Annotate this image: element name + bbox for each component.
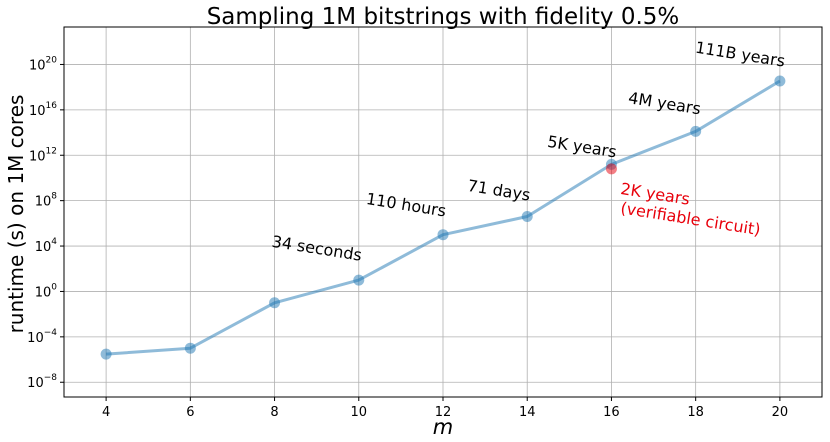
plot-area [100,75,786,360]
data-point [269,297,281,309]
x-tick-label: 18 [687,405,704,420]
annotation-label: (verifiable circuit) [619,198,762,239]
x-tick-label: 12 [435,405,452,420]
data-point [353,274,365,286]
annotation-label: 111B years [694,38,786,71]
x-tick-label: 10 [351,405,368,420]
x-tick-label: 14 [519,405,536,420]
data-point [521,211,533,223]
axes-frame [63,26,823,398]
annotation-label: 34 seconds [271,232,364,265]
y-tick-label: 104 [35,237,58,255]
data-point [774,75,786,87]
y-tick-label: 100 [35,282,58,300]
y-tick-label: 1020 [29,55,57,73]
x-tick-label: 4 [102,405,110,420]
y-axis-label: runtime (s) on 1M cores [4,95,28,334]
y-tick-label: 10−4 [27,328,57,346]
y-tick-label: 1012 [29,146,57,164]
data-point [184,342,196,354]
highlight-point [605,163,617,175]
annotation-label: 4M years [627,88,702,118]
axis-ticks: 4 6 8 10 12 14 16 18 2010−810−410010410810121016… [27,55,788,420]
grid [64,27,822,397]
x-tick-label: 20 [772,405,789,420]
chart-title: Sampling 1M bitstrings with fidelity 0.5… [207,4,680,30]
annotation-label: 110 hours [365,189,448,220]
x-tick-label: 8 [270,405,278,420]
y-tick-label: 10−8 [27,373,57,391]
data-point [437,229,449,241]
x-axis-label: m [433,415,453,439]
x-tick-label: 6 [186,405,194,420]
data-point [690,125,702,137]
y-tick-label: 1016 [29,101,57,119]
data-point [100,348,112,360]
annotation-label: 5K years [546,132,618,162]
x-tick-label: 16 [603,405,620,420]
y-tick-label: 108 [35,192,58,210]
